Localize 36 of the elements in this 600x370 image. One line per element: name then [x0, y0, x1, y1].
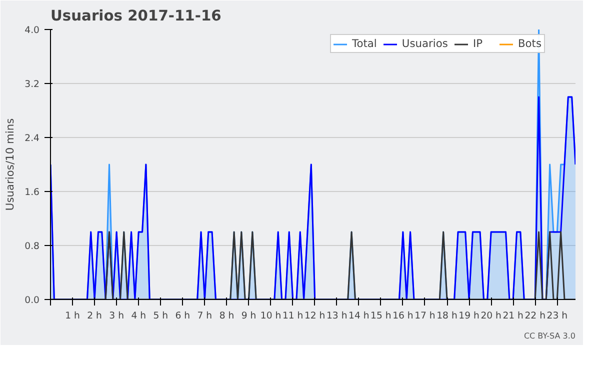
y-tick-label: 4.0 — [24, 25, 40, 36]
x-tick-label: 19 h — [458, 310, 480, 322]
x-tick-label: 10 h — [260, 310, 282, 322]
x-tick-label: 1 h — [65, 310, 80, 322]
x-tick-label: 13 h — [326, 310, 348, 322]
y-tick-label: 0.8 — [24, 241, 40, 252]
legend-label: Total — [352, 37, 377, 50]
x-tick-label: 22 h — [524, 310, 546, 322]
legend-label: Bots — [518, 37, 542, 50]
x-tick-label: 2 h — [87, 310, 102, 322]
x-tick-label: 8 h — [219, 310, 234, 322]
y-tick-label: 0.0 — [24, 295, 40, 306]
x-tick-label: 18 h — [436, 310, 458, 322]
x-tick-label: 11 h — [282, 310, 304, 322]
x-tick-label: 23 h — [546, 310, 568, 322]
y-tick-label: 1.6 — [24, 187, 40, 198]
x-tick-label: 12 h — [304, 310, 326, 322]
x-tick-label: 5 h — [153, 310, 168, 322]
chart-title: Usuarios 2017-11-16 — [50, 8, 222, 24]
y-tick-label: 2.4 — [24, 133, 40, 144]
x-tick-label: 20 h — [480, 310, 502, 322]
x-tick-label: 15 h — [370, 310, 392, 322]
x-tick-label: 16 h — [392, 310, 414, 322]
legend-label: IP — [472, 37, 484, 50]
y-axis-title: Usuarios/10 mins — [4, 118, 17, 211]
x-tick-label: 9 h — [241, 310, 256, 322]
x-tick-label: 6 h — [175, 310, 190, 322]
x-tick-label: 17 h — [414, 310, 436, 322]
y-tick-label: 3.2 — [24, 79, 40, 90]
x-tick-label: 3 h — [109, 310, 124, 322]
x-tick-label: 4 h — [131, 310, 146, 322]
x-tick-label: 14 h — [348, 310, 370, 322]
legend-label: Usuarios — [402, 37, 448, 50]
x-tick-label: 21 h — [502, 310, 524, 322]
x-tick-label: 7 h — [197, 310, 212, 322]
text: CC BY-SA 3.0 — [524, 332, 576, 340]
